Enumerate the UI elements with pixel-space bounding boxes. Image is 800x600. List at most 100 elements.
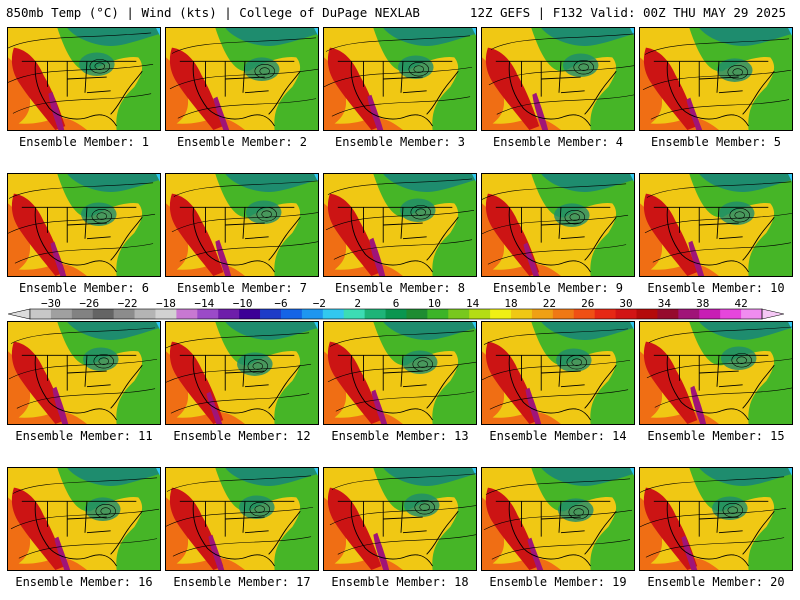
- ensemble-member-map: [323, 173, 477, 277]
- ensemble-member-label: Ensemble Member: 14: [489, 429, 627, 443]
- ensemble-member-map: [165, 27, 319, 131]
- colorbar-swatch: [280, 309, 303, 319]
- ensemble-member-label: Ensemble Member: 7: [176, 281, 308, 295]
- ensemble-member-map: [7, 27, 161, 131]
- map-svg: [166, 468, 318, 570]
- colorbar-swatch: [239, 309, 261, 319]
- ensemble-member-map: [639, 27, 793, 131]
- colorbar-min-arrow: [8, 308, 31, 320]
- colorbar-tick-label: 10: [427, 297, 441, 310]
- ensemble-member-label: Ensemble Member: 15: [647, 429, 785, 443]
- colorbar-swatch: [448, 309, 470, 319]
- ensemble-member-map: [7, 321, 161, 425]
- ensemble-member-map: [323, 27, 477, 131]
- ensemble-member-label: Ensemble Member: 19: [489, 575, 627, 589]
- map-svg: [8, 174, 160, 276]
- colorbar-tick-label: 26: [581, 297, 595, 310]
- colorbar-swatch: [636, 309, 658, 319]
- ensemble-member-label: Ensemble Member: 16: [15, 575, 153, 589]
- map-svg: [324, 322, 476, 424]
- colorbar-swatch: [30, 309, 52, 319]
- colorbar-swatch: [531, 309, 554, 319]
- map-svg: [640, 468, 792, 570]
- colorbar-swatch: [50, 309, 73, 319]
- colorbar-tick-label: −14: [194, 297, 215, 310]
- colorbar-swatch: [113, 309, 135, 319]
- ensemble-member-map: [639, 173, 793, 277]
- colorbar-swatch: [573, 309, 596, 319]
- colorbar-swatch: [260, 309, 282, 319]
- colorbar-swatch: [699, 309, 721, 319]
- ensemble-member-label: Ensemble Member: 4: [492, 135, 624, 149]
- map-svg: [482, 174, 634, 276]
- ensemble-member-label: Ensemble Member: 17: [173, 575, 311, 589]
- colorbar-tick-label: 22: [542, 297, 556, 310]
- colorbar-swatch: [92, 309, 115, 319]
- colorbar-tick-label: 38: [696, 297, 710, 310]
- chart-title: 850mb Temp (°C) | Wind (kts) | College o…: [6, 5, 420, 20]
- colorbar-tick-label: −26: [79, 297, 100, 310]
- colorbar-swatch: [364, 309, 386, 319]
- colorbar-swatch: [155, 309, 177, 319]
- colorbar-tick-label: −18: [156, 297, 176, 310]
- ensemble-member-label: Ensemble Member: 3: [334, 135, 466, 149]
- ensemble-member-label: Ensemble Member: 20: [647, 575, 785, 589]
- map-svg: [8, 468, 160, 570]
- colorbar-swatch: [657, 309, 679, 319]
- colorbar-swatch: [218, 309, 240, 319]
- ensemble-member-map: [165, 467, 319, 571]
- colorbar-tick-label: 34: [657, 297, 672, 310]
- temperature-colorbar: [8, 308, 784, 320]
- ensemble-member-map: [481, 467, 635, 571]
- ensemble-member-label: Ensemble Member: 6: [18, 281, 150, 295]
- ensemble-member-map: [481, 27, 635, 131]
- colorbar-swatch: [552, 309, 575, 319]
- ensemble-member-label: Ensemble Member: 1: [18, 135, 150, 149]
- ensemble-member-label: Ensemble Member: 11: [15, 429, 153, 443]
- ensemble-member-label: Ensemble Member: 5: [650, 135, 782, 149]
- colorbar-swatch: [615, 309, 637, 319]
- colorbar-tick-label: −2: [312, 297, 326, 310]
- ensemble-member-map: [323, 467, 477, 571]
- map-svg: [166, 28, 318, 130]
- colorbar-swatch: [322, 309, 345, 319]
- map-svg: [640, 322, 792, 424]
- ensemble-member-label: Ensemble Member: 2: [176, 135, 308, 149]
- ensemble-member-map: [7, 467, 161, 571]
- colorbar-swatch: [134, 309, 156, 319]
- colorbar-tick-label: 42: [734, 297, 748, 310]
- colorbar-tick-label: −30: [40, 297, 61, 310]
- colorbar-tick-label: 30: [619, 297, 633, 310]
- ensemble-member-label: Ensemble Member: 10: [647, 281, 785, 295]
- colorbar-tick-label: −10: [232, 297, 253, 310]
- colorbar-swatch: [427, 309, 449, 319]
- ensemble-member-map: [639, 321, 793, 425]
- colorbar-swatch: [469, 309, 491, 319]
- map-svg: [640, 28, 792, 130]
- colorbar-swatch: [176, 309, 198, 319]
- ensemble-member-label: Ensemble Member: 18: [331, 575, 469, 589]
- ensemble-member-map: [165, 321, 319, 425]
- map-svg: [482, 322, 634, 424]
- ensemble-member-map: [165, 173, 319, 277]
- ensemble-member-map: [323, 321, 477, 425]
- colorbar-tick-label: −22: [117, 297, 138, 310]
- ensemble-member-map: [481, 173, 635, 277]
- ensemble-member-label: Ensemble Member: 8: [334, 281, 466, 295]
- ensemble-member-label: Ensemble Member: 12: [173, 429, 311, 443]
- map-svg: [482, 28, 634, 130]
- colorbar-swatch: [511, 309, 533, 319]
- ensemble-member-map: [481, 321, 635, 425]
- colorbar-tick-label: 18: [504, 297, 518, 310]
- colorbar-swatch: [343, 309, 366, 319]
- map-svg: [324, 174, 476, 276]
- colorbar-swatch: [490, 309, 512, 319]
- colorbar-swatch: [385, 309, 407, 319]
- colorbar-swatch: [678, 309, 700, 319]
- colorbar-swatch: [406, 309, 428, 319]
- colorbar-max-arrow: [761, 308, 784, 320]
- colorbar-swatch: [741, 309, 763, 319]
- colorbar-tick-label: 14: [466, 297, 480, 310]
- colorbar-swatch: [301, 309, 324, 319]
- ensemble-member-map: [639, 467, 793, 571]
